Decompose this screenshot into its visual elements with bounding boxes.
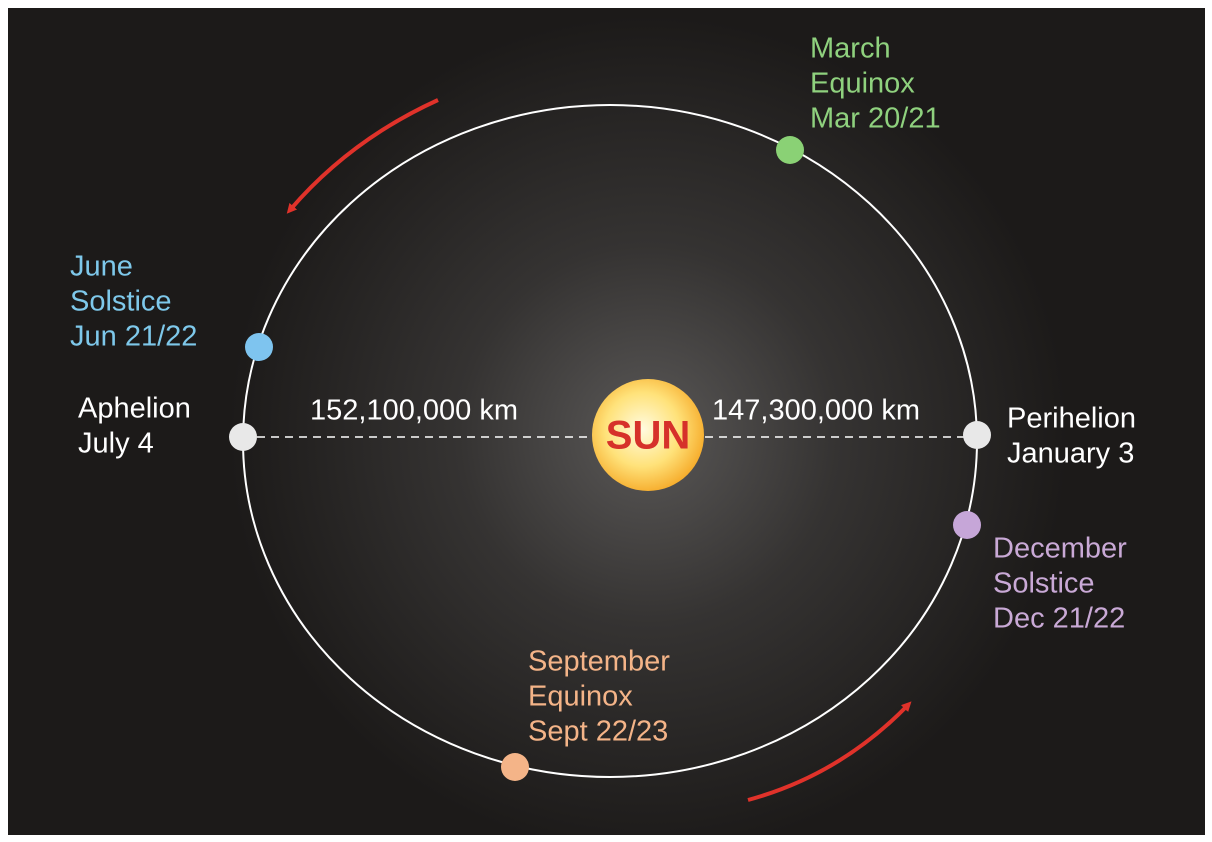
event-label: June (70, 251, 133, 283)
december-point (953, 511, 981, 539)
distance-label: 147,300,000 km (712, 395, 920, 427)
event-label: Sept 22/23 (528, 716, 668, 748)
event-label: Equinox (528, 681, 633, 713)
aphelion-point (229, 423, 257, 451)
perihelion-point (963, 421, 991, 449)
event-label: Dec 21/22 (993, 603, 1125, 635)
event-label: Solstice (993, 568, 1095, 600)
event-label: Perihelion (1007, 403, 1136, 435)
event-label: July 4 (78, 428, 154, 460)
event-label: September (528, 646, 670, 678)
event-label: Aphelion (78, 393, 191, 425)
event-label: Jun 21/22 (70, 321, 197, 353)
orbit-diagram: SUN 152,100,000 km 147,300,000 km March … (0, 0, 1212, 842)
distance-label: 152,100,000 km (310, 395, 518, 427)
event-label: December (993, 533, 1127, 565)
event-label: March (810, 33, 891, 65)
event-label: January 3 (1007, 438, 1134, 470)
event-label: Solstice (70, 286, 172, 318)
event-label: Mar 20/21 (810, 103, 941, 135)
september-point (501, 753, 529, 781)
june-point (245, 333, 273, 361)
event-label: Equinox (810, 68, 915, 100)
march-point (776, 136, 804, 164)
sun-label: SUN (606, 414, 690, 458)
